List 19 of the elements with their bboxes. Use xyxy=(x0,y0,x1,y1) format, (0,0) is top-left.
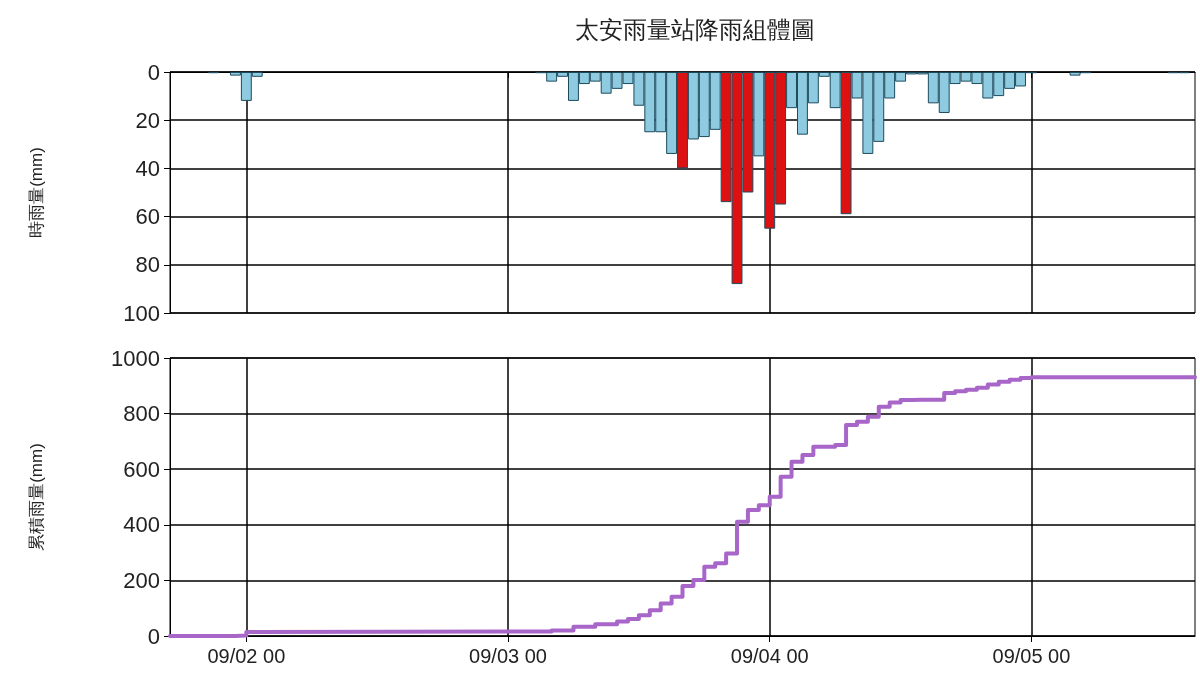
chart-title: 太安雨量站降雨組體圖 xyxy=(575,15,815,43)
y-tick-label: 800 xyxy=(123,401,160,427)
y-tick-label: 600 xyxy=(123,456,160,482)
x-tick-label: 09/02 00 xyxy=(207,645,286,667)
y-tick-label: 1000 xyxy=(111,345,160,371)
y-axis-title: 時雨量(mm) xyxy=(27,147,46,238)
x-tick-label: 09/05 00 xyxy=(992,645,1071,667)
y-tick-label: 60 xyxy=(135,204,160,230)
y-tick-label: 100 xyxy=(123,300,160,326)
y-tick-label: 400 xyxy=(123,512,160,538)
x-tick-label: 09/03 00 xyxy=(469,645,547,667)
y-axis-title: 累積雨量(mm) xyxy=(27,443,46,551)
y-tick-label: 0 xyxy=(147,59,160,85)
y-tick-label: 0 xyxy=(147,623,160,649)
x-tick-label: 09/04 00 xyxy=(730,645,809,667)
y-tick-label: 20 xyxy=(135,107,160,133)
y-tick-label: 80 xyxy=(135,252,160,278)
y-tick-label: 40 xyxy=(135,155,160,181)
y-tick-label: 200 xyxy=(123,567,160,593)
